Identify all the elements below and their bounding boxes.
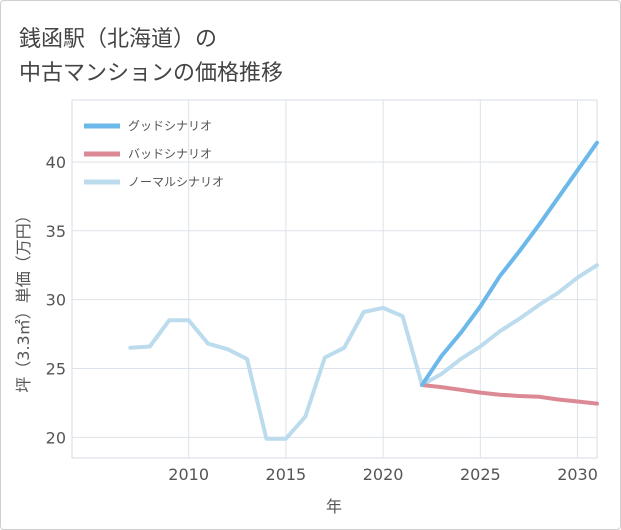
y-tick-label: 30 [46,291,66,310]
series-line-2 [128,263,599,441]
chart-title-line2: 中古マンションの価格推移 [19,61,284,86]
y-tick-label: 25 [46,360,66,379]
x-tick-label: 2025 [460,465,501,484]
x-tick-labels: 2010 2015 2020 2025 2030 [168,465,598,484]
legend-label: グッドシナリオ [128,119,212,133]
legend-label: バッドシナリオ [128,147,212,161]
legend-label: ノーマルシナリオ [128,175,224,189]
series-lines [128,140,599,441]
x-tick-label: 2015 [266,465,307,484]
gridlines [72,100,597,458]
y-tick-label: 20 [46,428,66,447]
plot-area [71,99,598,459]
y-tick-label: 40 [46,153,66,172]
chart-title-line1: 銭函駅（北海道）の [19,27,218,52]
x-axis-label: 年 [326,497,342,516]
x-tick-label: 2020 [363,465,404,484]
y-tick-labels: 20 25 30 35 40 [46,153,66,447]
series-line-1 [420,383,599,406]
y-tick-label: 35 [46,222,66,241]
y-axis-label: 坪（3.3㎡）単価（万円） [14,207,33,392]
x-tick-label: 2010 [168,465,209,484]
x-tick-label: 2030 [557,465,598,484]
series-line-0 [420,140,599,387]
